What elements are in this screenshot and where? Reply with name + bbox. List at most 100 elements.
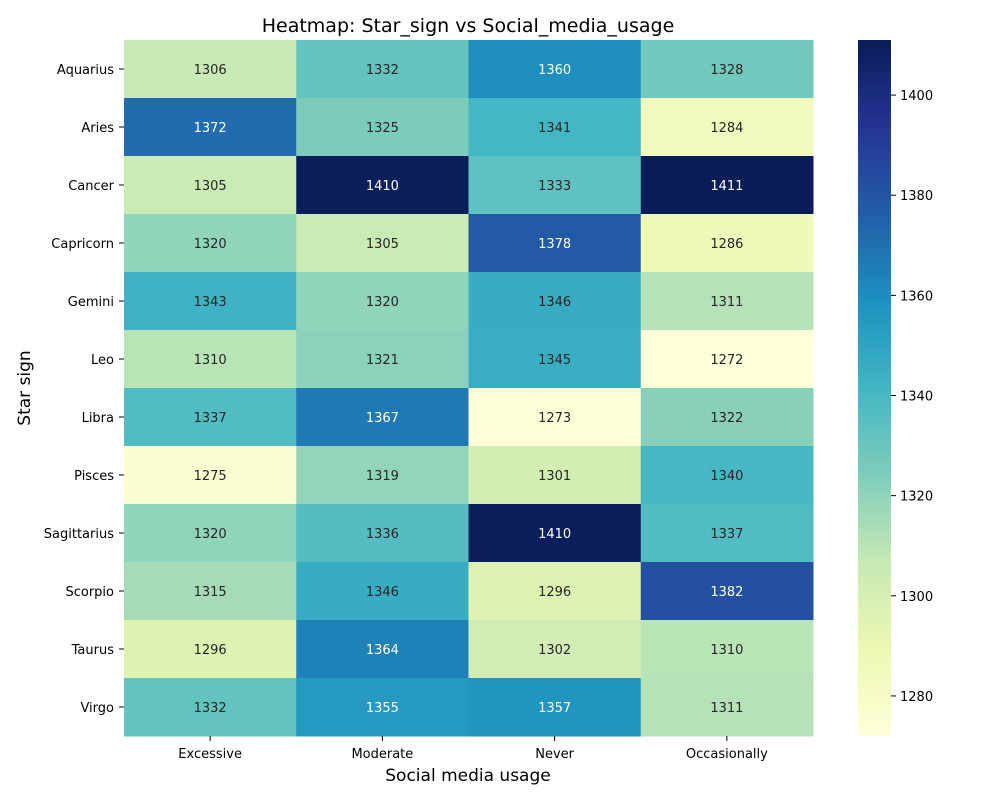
y-tick-label: Libra [82, 411, 114, 426]
cell-value-label: 1341 [538, 121, 571, 136]
heatmap-cell [640, 562, 814, 621]
x-tick-label: Moderate [351, 747, 413, 762]
cell-value-label: 1319 [366, 469, 399, 484]
cell-value-label: 1321 [366, 353, 399, 368]
colorbar-tick-label: 1340 [900, 390, 933, 405]
heatmap-cell [640, 330, 814, 389]
heatmap-cell [468, 504, 642, 563]
heatmap-cell [124, 504, 297, 563]
cell-value-label: 1296 [194, 643, 227, 658]
cell-value-label: 1360 [538, 63, 571, 78]
cell-value-label: 1310 [710, 643, 743, 658]
y-axis-ticks: Aquarius Aries Cancer Capricorn Gemini Leo Lib… [44, 63, 124, 716]
cell-value-label: 1305 [366, 237, 399, 252]
y-tick-label: Gemini [68, 295, 114, 310]
heatmap-cell [640, 504, 814, 563]
heatmap-cell [640, 98, 814, 157]
cell-value-label: 1336 [366, 527, 399, 542]
cell-value-label: 1301 [538, 469, 571, 484]
cell-value-label: 1284 [710, 121, 743, 136]
cell-value-label: 1273 [538, 411, 571, 426]
heatmap-cell [124, 562, 297, 621]
x-axis-ticks: Excessive Moderate Never Occasionally [178, 736, 768, 762]
y-tick-label: Virgo [80, 701, 114, 716]
y-tick-label: Sagittarius [44, 527, 114, 542]
heatmap-cell [296, 98, 469, 157]
heatmap-cell [468, 214, 642, 273]
heatmap-cell [296, 272, 469, 331]
x-tick-label: Never [535, 747, 574, 762]
cell-value-label: 1410 [366, 179, 399, 194]
heatmap-cell [296, 214, 469, 273]
heatmap-cell [640, 388, 814, 447]
heatmap-cell [468, 678, 642, 737]
cell-value-label: 1320 [194, 527, 227, 542]
cell-value-label: 1372 [194, 121, 227, 136]
heatmap-cell [124, 678, 297, 737]
colorbar-tick-label: 1320 [900, 490, 933, 505]
heatmap-cell [296, 446, 469, 505]
heatmap-cell [640, 156, 814, 215]
heatmap-cell [468, 446, 642, 505]
cell-value-label: 1296 [538, 585, 571, 600]
heatmap-cell [296, 678, 469, 737]
x-tick-label: Excessive [178, 747, 242, 762]
cell-value-label: 1337 [710, 527, 743, 542]
cell-value-label: 1315 [194, 585, 227, 600]
heatmap-cell [640, 678, 814, 737]
cell-value-label: 1411 [710, 179, 743, 194]
heatmap-cell [468, 156, 642, 215]
y-tick-label: Aquarius [57, 63, 114, 78]
cell-value-label: 1340 [710, 469, 743, 484]
heatmap-cell [640, 446, 814, 505]
y-tick-label: Taurus [71, 643, 115, 658]
cell-value-label: 1322 [710, 411, 743, 426]
cell-value-label: 1333 [538, 179, 571, 194]
heatmap-cell [640, 40, 814, 99]
cell-value-label: 1343 [194, 295, 227, 310]
heatmap-cell [124, 620, 297, 679]
cell-value-label: 1311 [710, 701, 743, 716]
heatmap-cell [640, 272, 814, 331]
heatmap-cell [468, 620, 642, 679]
cell-value-label: 1378 [538, 237, 571, 252]
cell-value-label: 1357 [538, 701, 571, 716]
cell-value-label: 1302 [538, 643, 571, 658]
heatmap-cell [124, 446, 297, 505]
chart-title: Heatmap: Star_sign vs Social_media_usage [262, 15, 675, 37]
heatmap-cell [296, 330, 469, 389]
y-tick-label: Aries [81, 121, 114, 136]
cell-value-label: 1345 [538, 353, 571, 368]
colorbar-tick-label: 1400 [900, 89, 933, 104]
colorbar-tick-label: 1280 [900, 690, 933, 705]
heatmap-cell [296, 156, 469, 215]
cell-value-label: 1320 [194, 237, 227, 252]
heatmap-cell [296, 40, 469, 99]
cell-value-label: 1311 [710, 295, 743, 310]
cell-value-label: 1367 [366, 411, 399, 426]
cell-value-label: 1410 [538, 527, 571, 542]
cell-value-label: 1320 [366, 295, 399, 310]
heatmap-cell [468, 388, 642, 447]
y-axis-label: Star sign [15, 350, 35, 425]
colorbar [858, 40, 891, 736]
cell-value-label: 1355 [366, 701, 399, 716]
colorbar-tick-label: 1380 [900, 189, 933, 204]
heatmap-cell [124, 272, 297, 331]
cell-value-label: 1337 [194, 411, 227, 426]
y-tick-label: Capricorn [51, 237, 114, 252]
heatmap-cell [296, 388, 469, 447]
cell-value-label: 1332 [366, 63, 399, 78]
cell-value-label: 1272 [710, 353, 743, 368]
colorbar-tick-label: 1360 [900, 289, 933, 304]
heatmap-cells: 1306 1332 1360 1328 1372 1325 1341 1284 1305 1410… [124, 40, 814, 737]
heatmap-cell [296, 562, 469, 621]
cell-value-label: 1325 [366, 121, 399, 136]
cell-value-label: 1346 [538, 295, 571, 310]
heatmap-cell [124, 156, 297, 215]
heatmap-cell [640, 620, 814, 679]
heatmap-cell [468, 98, 642, 157]
cell-value-label: 1332 [194, 701, 227, 716]
